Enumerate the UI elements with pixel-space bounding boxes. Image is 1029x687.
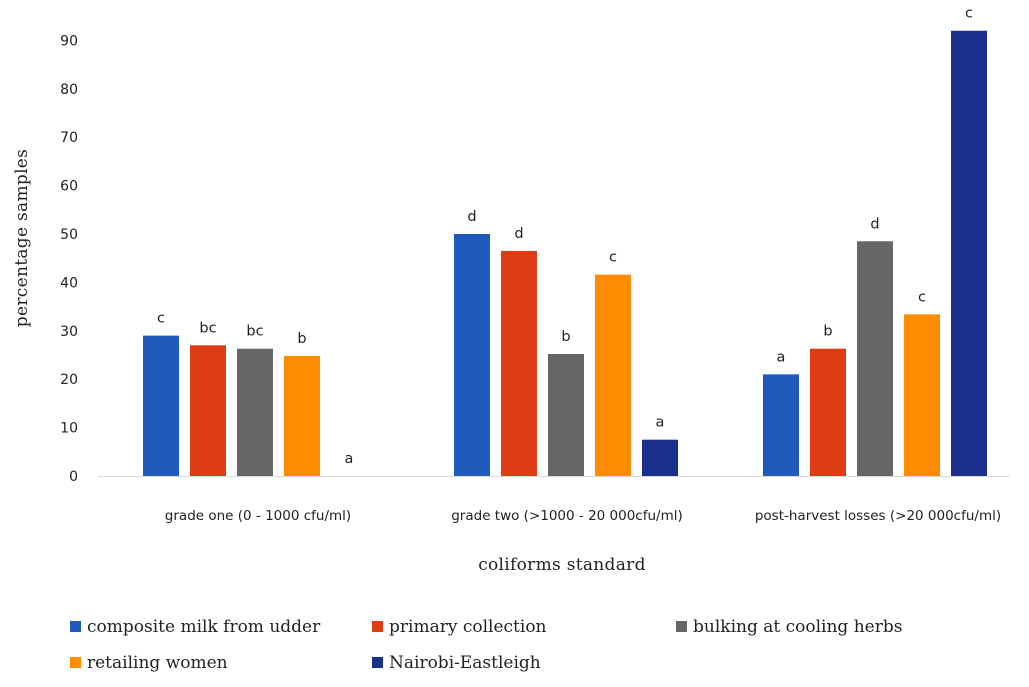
- bars: [143, 30, 987, 476]
- bar: [857, 241, 893, 476]
- y-tick-label: 10: [60, 421, 78, 437]
- legend-swatch: [70, 621, 81, 632]
- legend-entry-label: Nairobi-Eastleigh: [389, 653, 541, 673]
- bar: [237, 348, 273, 476]
- legend-swatch: [372, 657, 383, 668]
- legend-entry-label: composite milk from udder: [87, 617, 321, 637]
- bar: [951, 30, 987, 476]
- bar-significance-label: b: [297, 331, 306, 347]
- bar: [763, 374, 799, 476]
- bar-significance-label: a: [777, 349, 786, 365]
- bar-significance-label: bc: [246, 324, 263, 340]
- bar: [595, 274, 631, 476]
- bar: [642, 439, 678, 476]
- bar-significance-label: a: [345, 451, 354, 467]
- y-tick-label: 90: [60, 33, 78, 49]
- bar: [904, 314, 940, 476]
- y-tick-label: 70: [60, 130, 78, 146]
- bar-significance-label: d: [467, 209, 476, 225]
- bar: [284, 355, 320, 476]
- y-tick-label: 60: [60, 179, 78, 195]
- y-tick-label: 0: [69, 469, 78, 485]
- bar-significance-label: c: [157, 311, 165, 327]
- x-category-label: grade one (0 - 1000 cfu/ml): [165, 508, 351, 524]
- category-labels: grade one (0 - 1000 cfu/ml) grade two (>1…: [165, 508, 1001, 524]
- y-axis-title: percentage samples: [12, 149, 32, 327]
- legend-entry-label: bulking at cooling herbs: [693, 617, 902, 637]
- bar-significance-label: d: [514, 226, 523, 242]
- bar-significance-label: c: [965, 6, 973, 22]
- legend-swatch: [372, 621, 383, 632]
- legend-entry-label: primary collection: [389, 617, 547, 637]
- bar: [454, 234, 490, 476]
- bar-significance-label: d: [870, 216, 879, 232]
- legend: composite milk from udder primary collect…: [70, 617, 902, 673]
- bar: [501, 250, 537, 476]
- bar: [548, 354, 584, 476]
- legend-swatch: [70, 657, 81, 668]
- y-tick-label: 40: [60, 275, 78, 291]
- y-tick-label: 80: [60, 82, 78, 98]
- bar: [190, 345, 226, 476]
- bar-significance-label: bc: [199, 320, 216, 336]
- bar: [143, 335, 179, 476]
- bar-significance-label: b: [823, 324, 832, 340]
- legend-swatch: [676, 621, 687, 632]
- bar-significance-label: c: [918, 289, 926, 305]
- bar: [810, 348, 846, 476]
- y-tick-label: 30: [60, 324, 78, 340]
- y-tick-label: 50: [60, 227, 78, 243]
- x-category-label: post-harvest losses (>20 000cfu/ml): [755, 508, 1001, 524]
- legend-entry-label: retailing women: [87, 653, 228, 673]
- y-axis-ticks: 0 10 20 30 40 50 60 70 80 90: [60, 33, 78, 485]
- x-axis-title: coliforms standard: [478, 555, 646, 575]
- y-tick-label: 20: [60, 372, 78, 388]
- x-category-label: grade two (>1000 - 20 000cfu/ml): [451, 508, 683, 524]
- bar-significance-label: a: [656, 415, 665, 431]
- bar-significance-label: c: [609, 250, 617, 266]
- bar-significance-label: b: [561, 329, 570, 345]
